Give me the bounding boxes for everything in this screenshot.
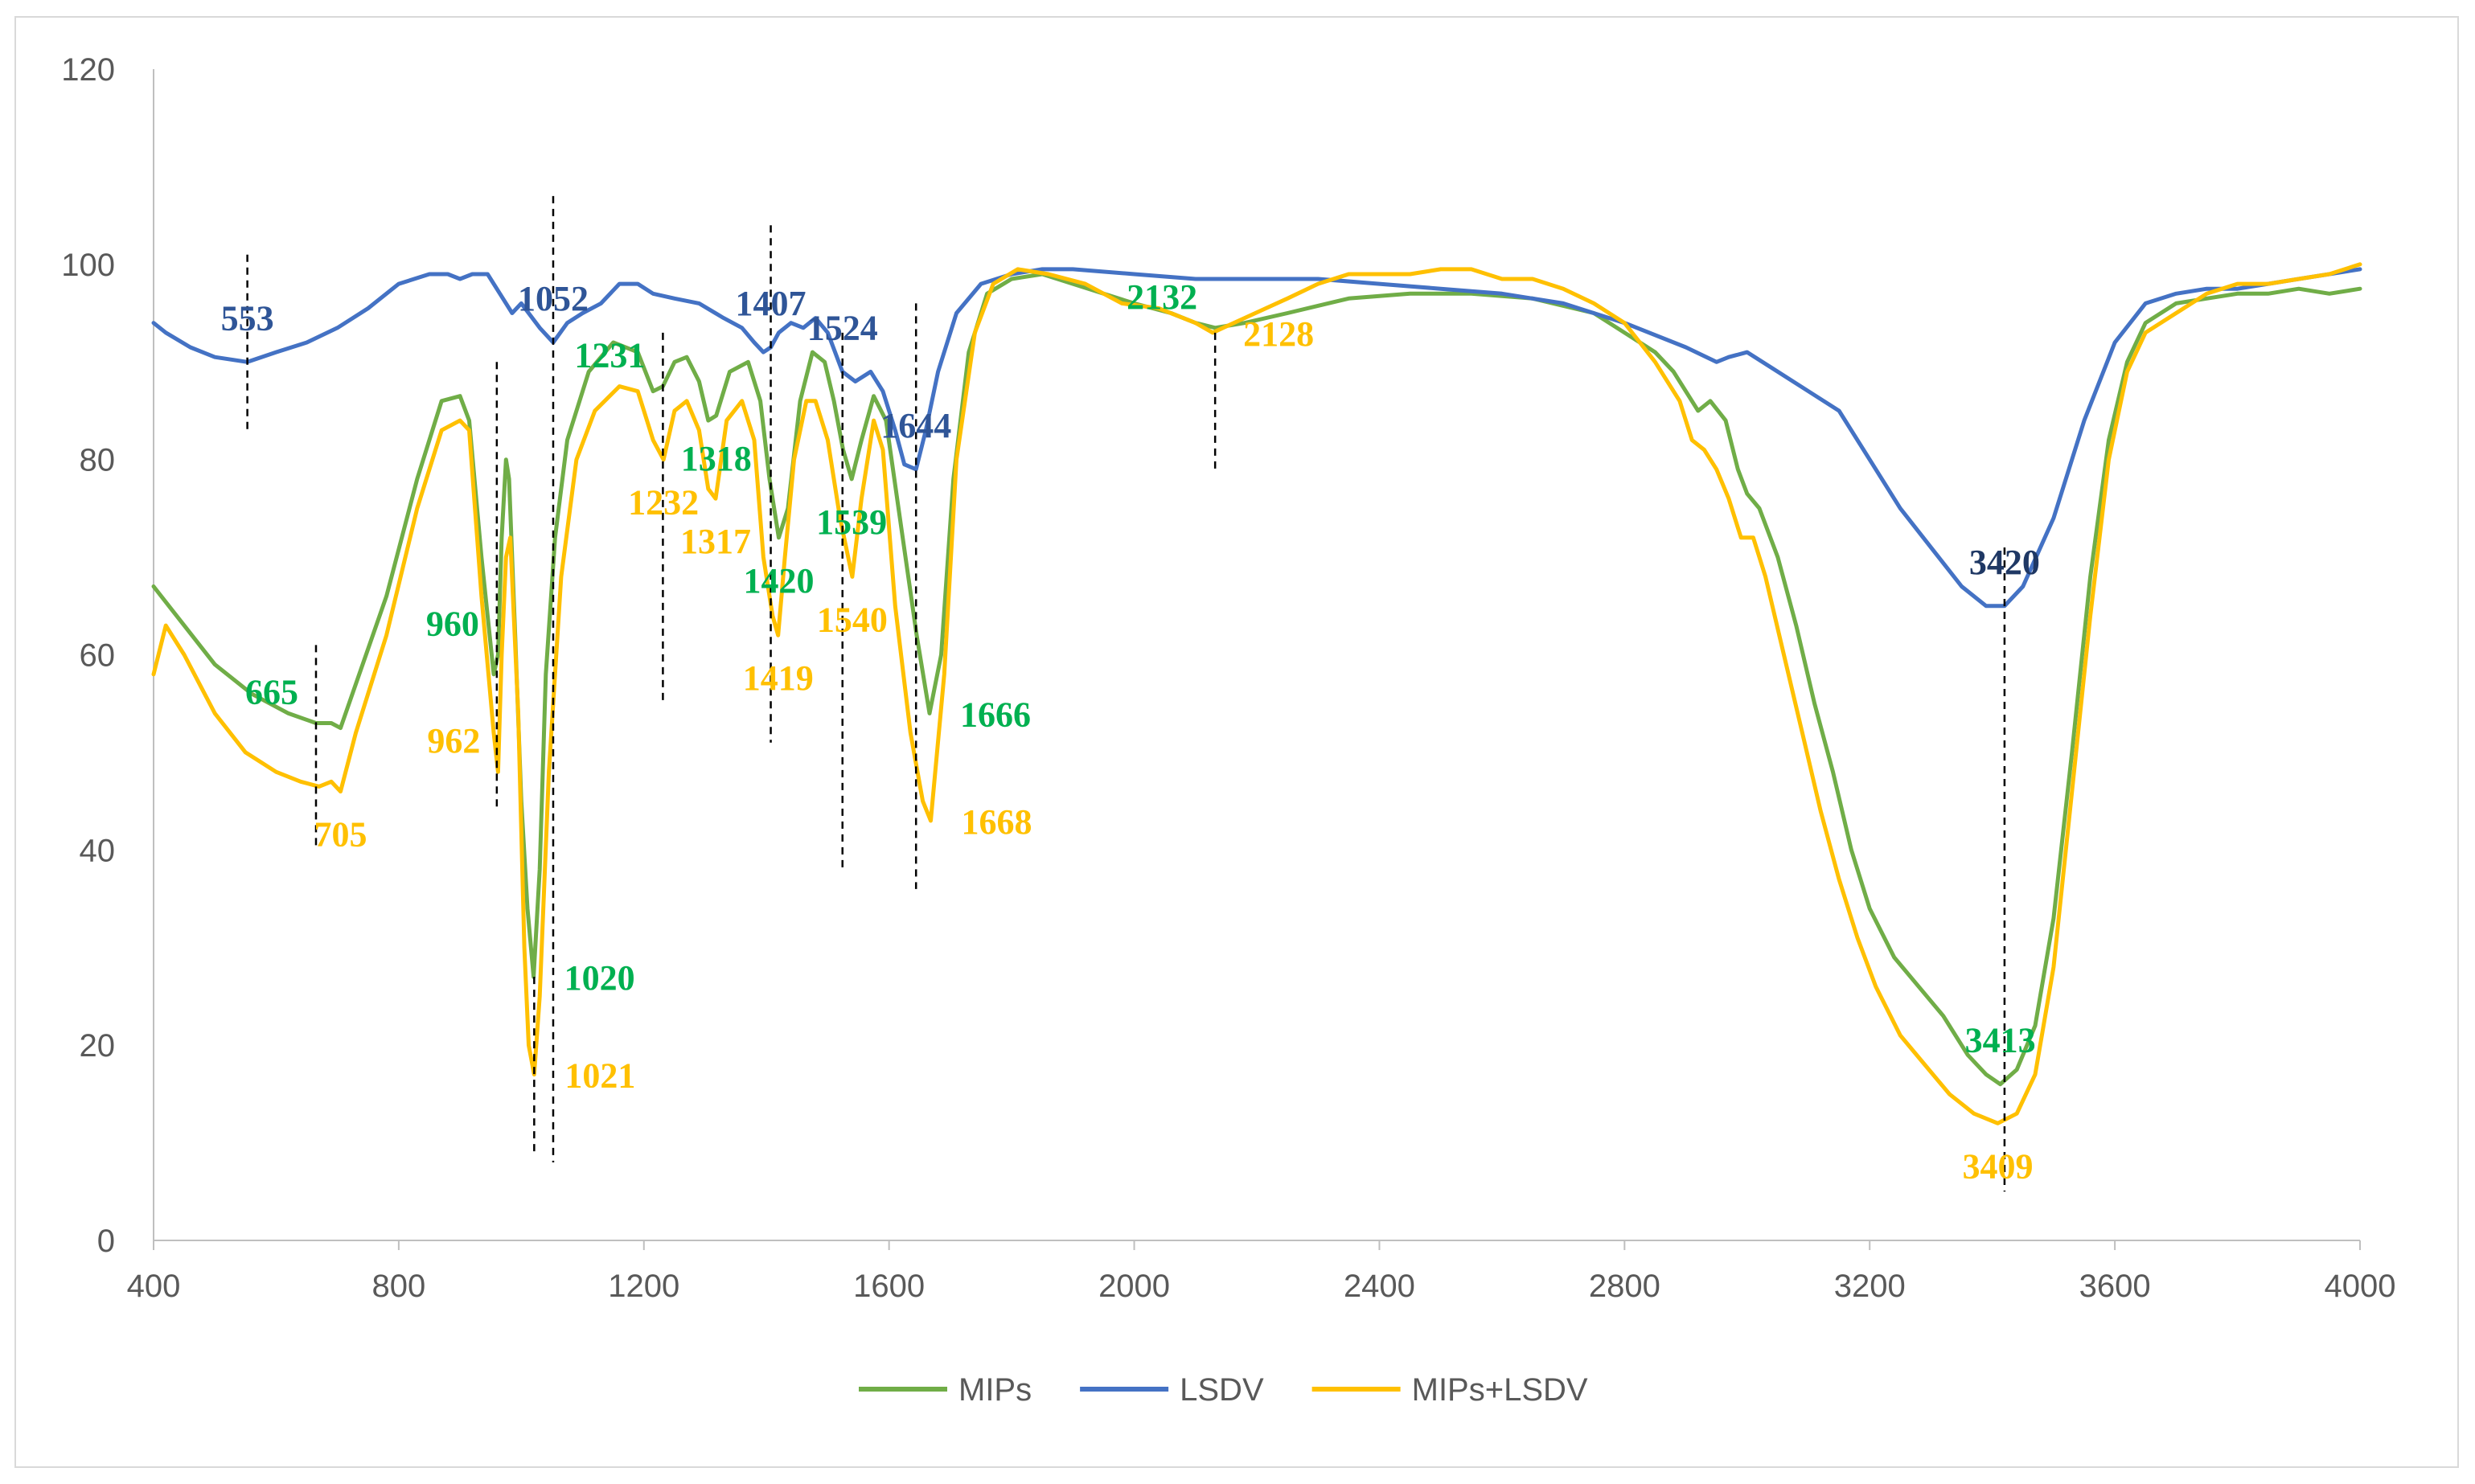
x-tick-label: 3600	[2079, 1269, 2151, 1304]
y-tick-label: 120	[61, 52, 115, 88]
x-tick-label: 2800	[1589, 1269, 1660, 1304]
peak-label-1021: 1021	[564, 1056, 635, 1096]
peak-label-705: 705	[314, 814, 367, 854]
peak-label-960: 960	[426, 605, 479, 644]
peak-label-1644: 1644	[880, 406, 951, 445]
x-tick-label: 4000	[2325, 1269, 2396, 1304]
y-tick-label: 20	[80, 1028, 116, 1064]
peak-label-2132: 2132	[1127, 277, 1197, 317]
x-tick-label: 3200	[1834, 1269, 1906, 1304]
peak-label-1318: 1318	[681, 439, 752, 478]
peak-label-1668: 1668	[961, 802, 1032, 842]
series-line-mips-lsdv	[151, 262, 2362, 1125]
series-line-lsdv	[151, 267, 2362, 609]
peak-label-3409: 3409	[1963, 1146, 2034, 1186]
peak-label-1539: 1539	[816, 502, 887, 542]
legend-label-mips-lsdv: MIPs+LSDV	[1412, 1372, 1588, 1408]
series-line-mips	[151, 272, 2362, 1087]
peak-label-1540: 1540	[817, 600, 888, 639]
peak-label-665: 665	[245, 672, 298, 711]
peak-label-1231: 1231	[574, 336, 645, 375]
x-tick-label: 1600	[853, 1269, 925, 1304]
x-tick-label: 800	[372, 1269, 426, 1304]
peak-label-1407: 1407	[736, 284, 807, 323]
series-lines	[151, 262, 2362, 1125]
peak-label-1317: 1317	[680, 522, 751, 561]
peak-label-1524: 1524	[807, 308, 878, 347]
peak-label-1419: 1419	[743, 658, 814, 698]
peak-label-3420: 3420	[1969, 543, 2040, 582]
peak-label-1232: 1232	[628, 483, 699, 523]
y-tick-label: 0	[97, 1224, 115, 1259]
axes: 0 20 40 60 80 100 120 400 800 1200 1600 2000 2400 280…	[61, 52, 2395, 1304]
peak-label-553: 553	[221, 298, 274, 338]
chart-frame	[14, 16, 2459, 1468]
peak-label-1052: 1052	[518, 279, 589, 318]
peak-label-1420: 1420	[743, 561, 814, 601]
y-tick-label: 100	[61, 248, 115, 283]
peak-label-1666: 1666	[960, 695, 1031, 734]
peak-label-3413: 3413	[1965, 1021, 2036, 1060]
peak-label-1020: 1020	[564, 958, 635, 998]
y-tick-label: 40	[80, 833, 116, 868]
y-tick-label: 60	[80, 638, 116, 674]
x-tick-label: 400	[127, 1269, 181, 1304]
legend-label-lsdv: LSDV	[1180, 1372, 1264, 1408]
x-tick-label: 1200	[608, 1269, 679, 1304]
peak-label-2128: 2128	[1243, 314, 1314, 354]
peak-label-962: 962	[427, 721, 480, 760]
legend-label-mips: MIPs	[958, 1372, 1032, 1408]
legend: MIPs LSDV MIPs+LSDV	[859, 1372, 1588, 1408]
peak-markers	[246, 195, 2006, 1192]
x-tick-label: 2000	[1098, 1269, 1170, 1304]
x-tick-label: 2400	[1344, 1269, 1415, 1304]
y-tick-label: 80	[80, 443, 116, 478]
